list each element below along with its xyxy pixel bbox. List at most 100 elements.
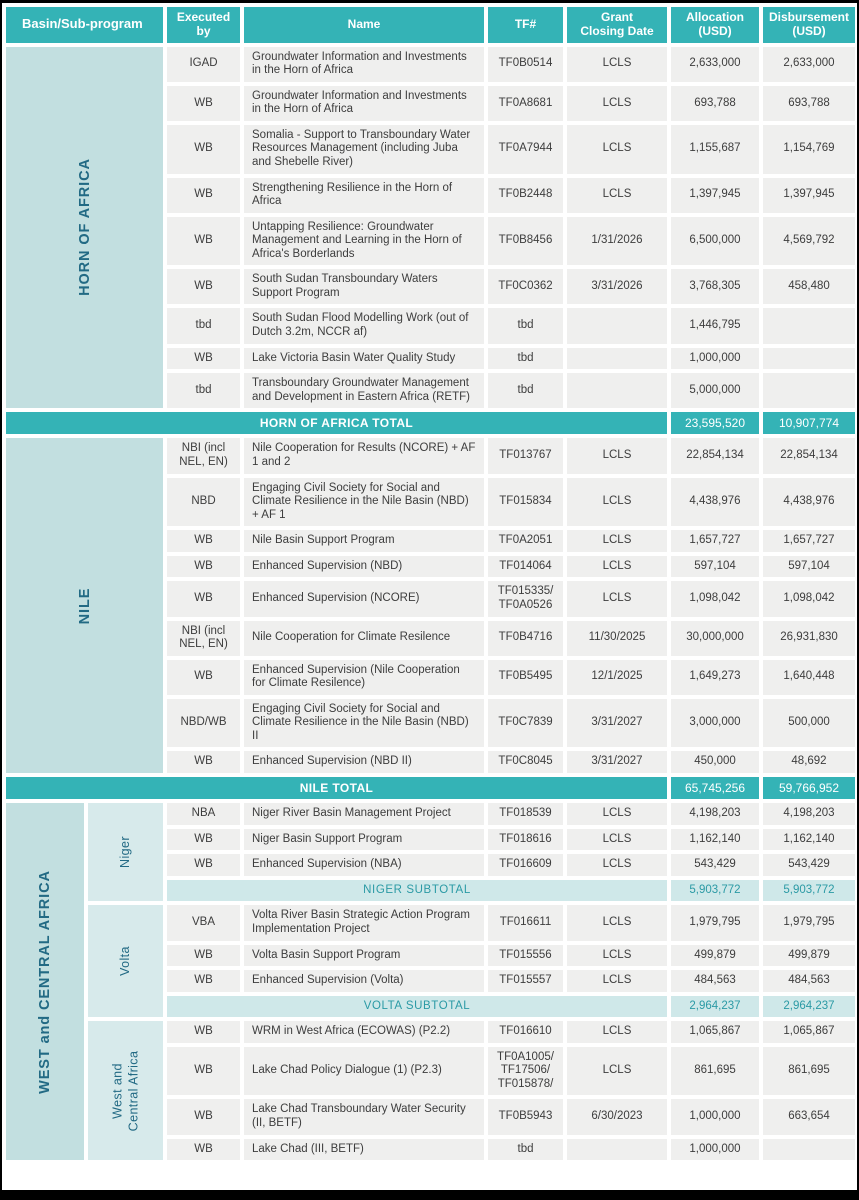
tf-number-cell: TF018616 (488, 828, 563, 851)
header-row: Basin/Sub-program Executed by Name TF# G… (6, 7, 855, 43)
disbursement-cell: 22,854,134 (763, 438, 855, 474)
disbursement-cell: 663,654 (763, 1099, 855, 1135)
closing-date-cell (567, 308, 667, 344)
tf-number-cell: TF016611 (488, 905, 563, 941)
table-row: WB Lake Chad (III, BETF) tbd 1,000,000 (6, 1138, 855, 1161)
allocation-cell: 1,098,042 (671, 581, 759, 617)
tf-number-cell: TF015557 (488, 970, 563, 992)
total-row: HORN OF AFRICA TOTAL 23,595,520 10,907,774 (6, 412, 855, 435)
tf-number-cell: tbd (488, 373, 563, 409)
closing-date-cell: LCLS (567, 124, 667, 174)
closing-date-cell: LCLS (567, 438, 667, 474)
tf-number-cell: TF016609 (488, 854, 563, 876)
disbursement-cell: 861,695 (763, 1046, 855, 1096)
disbursement-total-cell: 59,766,952 (763, 777, 855, 800)
sub-basin-label-cell: Niger (88, 803, 163, 902)
project-name-cell: Lake Chad (III, BETF) (244, 1138, 484, 1161)
closing-date-cell: LCLS (567, 944, 667, 967)
allocation-cell: 5,000,000 (671, 373, 759, 409)
executed-by-cell: NBI (incl NEL, EN) (167, 438, 240, 474)
disbursement-cell: 597,104 (763, 555, 855, 578)
disbursement-cell: 1,979,795 (763, 905, 855, 941)
disbursement-cell: 1,640,448 (763, 659, 855, 695)
table-row: WB Untapping Resilience: Groundwater Mana… (6, 216, 855, 266)
closing-date-cell (567, 347, 667, 370)
tf-number-cell: TF0C8045 (488, 751, 563, 773)
closing-date-cell: LCLS (567, 46, 667, 82)
disbursement-total-cell: 5,903,772 (763, 879, 855, 902)
project-name-cell: Groundwater Information and Investments … (244, 85, 484, 121)
disbursement-cell: 4,198,203 (763, 803, 855, 825)
table-row: WB Enhanced Supervision (Volta) TF015557 LC… (6, 970, 855, 992)
executed-by-cell: WB (167, 177, 240, 213)
project-name-cell: Enhanced Supervision (Volta) (244, 970, 484, 992)
tf-number-cell: TF0B0514 (488, 46, 563, 82)
executed-by-cell: WB (167, 1138, 240, 1161)
table-row: WB Niger Basin Support Program TF018616 LCL… (6, 828, 855, 851)
allocation-cell: 1,649,273 (671, 659, 759, 695)
disbursement-cell: 4,569,792 (763, 216, 855, 266)
executed-by-cell: WB (167, 854, 240, 876)
tf-number-cell: TF013767 (488, 438, 563, 474)
executed-by-cell: tbd (167, 373, 240, 409)
sub-basin-label: Niger (117, 836, 132, 869)
disbursement-cell: 48,692 (763, 751, 855, 773)
project-name-cell: Lake Victoria Basin Water Quality Study (244, 347, 484, 370)
executed-by-cell: WB (167, 581, 240, 617)
table-row: WB Groundwater Information and Investment… (6, 85, 855, 121)
tf-number-cell: TF0B8456 (488, 216, 563, 266)
sub-basin-label-cell: Volta (88, 905, 163, 1018)
closing-date-cell (567, 373, 667, 409)
table-row: WB Nile Basin Support Program TF0A2051 LCLS… (6, 530, 855, 552)
allocation-cell: 484,563 (671, 970, 759, 992)
closing-date-cell: LCLS (567, 828, 667, 851)
closing-date-cell: 1/31/2026 (567, 216, 667, 266)
executed-by-cell: WB (167, 1099, 240, 1135)
tf-number-cell: tbd (488, 347, 563, 370)
disbursement-cell: 1,162,140 (763, 828, 855, 851)
tf-number-cell: tbd (488, 1138, 563, 1161)
disbursement-cell: 693,788 (763, 85, 855, 121)
project-name-cell: Lake Chad Transboundary Water Security (… (244, 1099, 484, 1135)
table-body: HORN OF AFRICA IGAD Groundwater Informatio… (6, 46, 855, 1161)
table-row: tbd South Sudan Flood Modelling Work (out… (6, 308, 855, 344)
subtotal-label-cell: VOLTA SUBTOTAL (167, 995, 667, 1018)
sub-basin-label: West and Central Africa (109, 1050, 140, 1132)
allocation-cell: 1,155,687 (671, 124, 759, 174)
disbursement-cell: 500,000 (763, 698, 855, 748)
allocation-cell: 499,879 (671, 944, 759, 967)
table-row: NBD Engaging Civil Society for Social and… (6, 477, 855, 527)
allocation-cell: 4,438,976 (671, 477, 759, 527)
executed-by-cell: tbd (167, 308, 240, 344)
tf-number-cell: TF0B2448 (488, 177, 563, 213)
allocation-cell: 1,657,727 (671, 530, 759, 552)
basin-label-cell: HORN OF AFRICA (6, 46, 163, 409)
closing-date-cell: 12/1/2025 (567, 659, 667, 695)
disbursement-cell: 1,154,769 (763, 124, 855, 174)
allocation-cell: 4,198,203 (671, 803, 759, 825)
disbursement-cell: 4,438,976 (763, 477, 855, 527)
sub-basin-label: Volta (117, 946, 132, 977)
executed-by-cell: NBD (167, 477, 240, 527)
allocation-cell: 543,429 (671, 854, 759, 876)
tf-number-cell: TF0B5943 (488, 1099, 563, 1135)
allocation-cell: 3,000,000 (671, 698, 759, 748)
allocation-cell: 3,768,305 (671, 269, 759, 305)
closing-date-cell: LCLS (567, 1021, 667, 1043)
executed-by-cell: WB (167, 944, 240, 967)
column-header-executed-by: Executed by (167, 7, 240, 43)
tf-number-cell: TF018539 (488, 803, 563, 825)
project-name-cell: Enhanced Supervision (Nile Cooperation f… (244, 659, 484, 695)
funding-table: Basin/Sub-program Executed by Name TF# G… (2, 3, 857, 1164)
total-row: NILE TOTAL 65,745,256 59,766,952 (6, 777, 855, 800)
disbursement-cell: 484,563 (763, 970, 855, 992)
closing-date-cell: 3/31/2026 (567, 269, 667, 305)
sub-basin-label-cell: West and Central Africa (88, 1021, 163, 1161)
tf-number-cell: TF015335/ TF0A0526 (488, 581, 563, 617)
allocation-total-cell: 5,903,772 (671, 879, 759, 902)
table-row: WB Strengthening Resilience in the Horn o… (6, 177, 855, 213)
project-name-cell: Enhanced Supervision (NCORE) (244, 581, 484, 617)
table-row: WB Enhanced Supervision (Nile Cooperation… (6, 659, 855, 695)
table-header: Basin/Sub-program Executed by Name TF# G… (6, 7, 855, 43)
project-name-cell: Lake Chad Policy Dialogue (1) (P2.3) (244, 1046, 484, 1096)
